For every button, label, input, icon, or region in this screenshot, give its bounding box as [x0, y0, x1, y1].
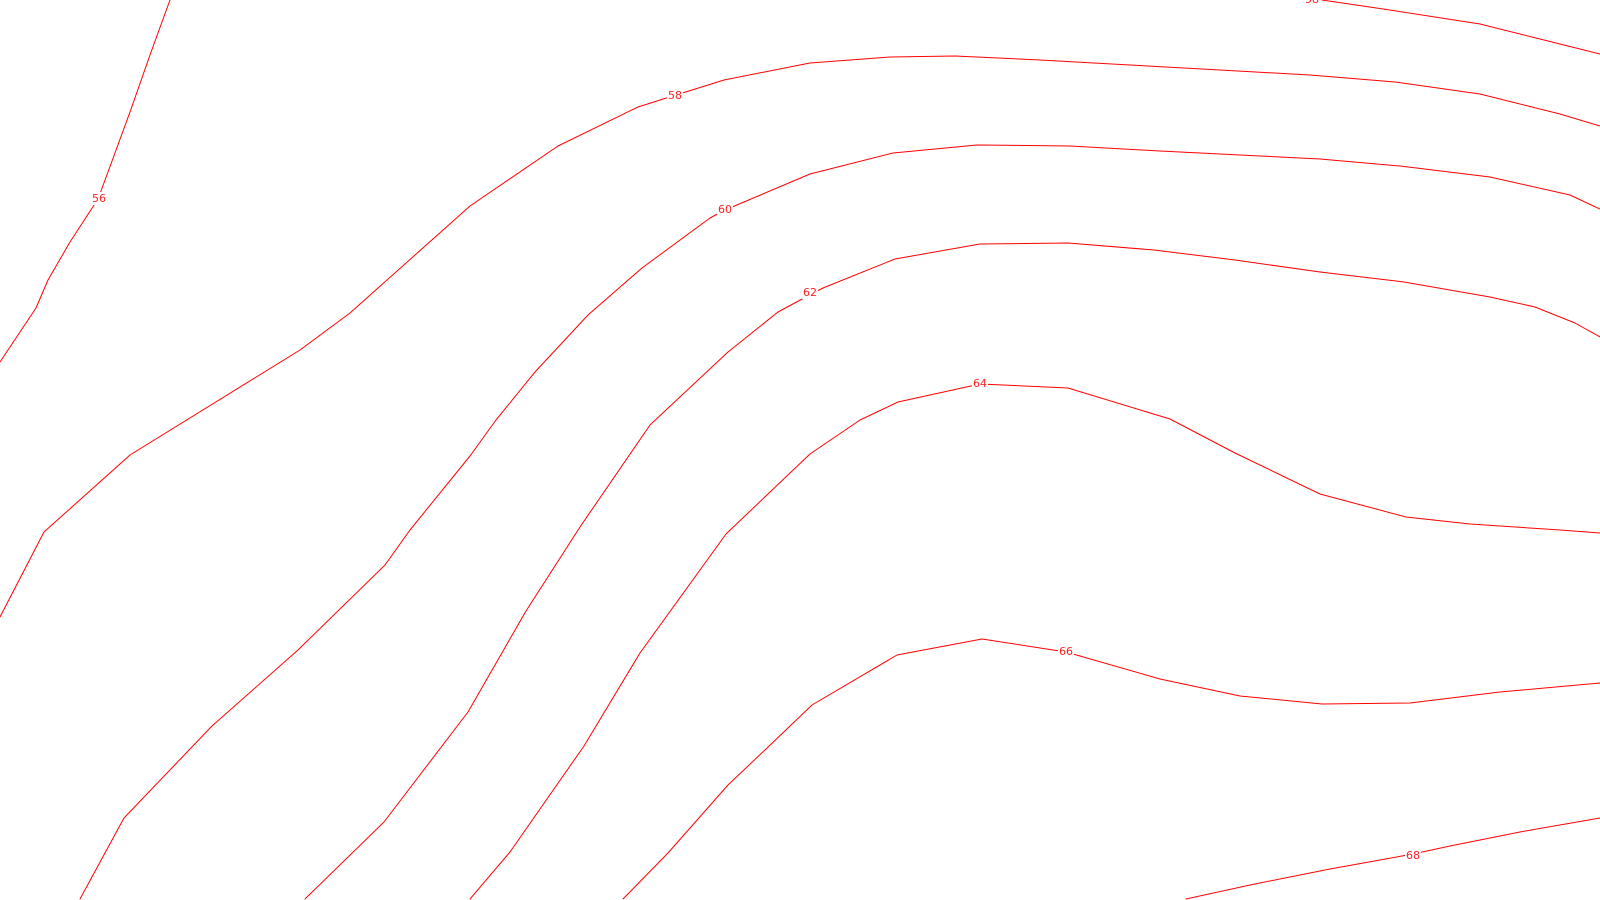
contour-label-halo-62 — [802, 286, 818, 299]
contour-label-66: 66 — [1059, 645, 1073, 658]
contour-label-halo-58 — [667, 89, 683, 102]
contour-label-halo-64 — [972, 377, 988, 390]
contour-label-halo-56 — [90, 192, 106, 205]
contour-58-top-right: 58 — [1304, 0, 1600, 55]
contour-label-64: 64 — [973, 377, 987, 390]
contour-label-58: 58 — [668, 89, 682, 102]
contour-line-62 — [304, 242, 1600, 900]
contour-label-halo-60 — [717, 203, 733, 216]
contour-label-56: 56 — [92, 192, 106, 205]
contour-label-60: 60 — [718, 203, 732, 216]
contour-line-58-top-right — [1321, 0, 1600, 55]
contour-64: 64 — [469, 377, 1600, 900]
contour-label-58-top-right: 58 — [1305, 0, 1319, 6]
contour-line-58 — [0, 55, 1600, 618]
contour-62: 62 — [304, 242, 1600, 900]
contour-60: 60 — [79, 144, 1600, 900]
contour-56: 56 — [0, 0, 171, 363]
contour-label-62: 62 — [803, 286, 817, 299]
contour-label-halo-58-top-right — [1304, 0, 1320, 6]
contour-label-68: 68 — [1406, 849, 1420, 862]
contour-line-66 — [622, 638, 1600, 900]
contour-58: 58 — [0, 55, 1600, 618]
contour-66: 66 — [622, 638, 1600, 900]
contour-label-halo-68 — [1405, 849, 1421, 862]
contour-68: 68 — [1185, 817, 1600, 900]
contour-label-halo-66 — [1058, 645, 1074, 658]
